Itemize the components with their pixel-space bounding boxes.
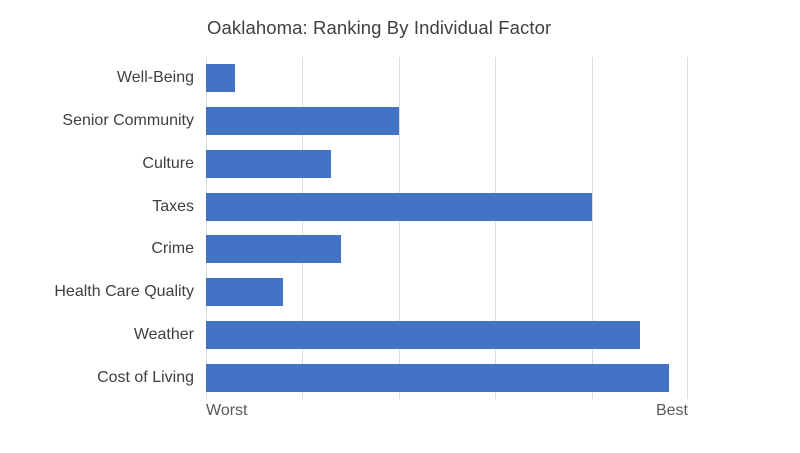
x-axis-labels: Worst Best <box>206 402 688 420</box>
bar-senior-community <box>206 107 399 136</box>
bar-row <box>206 314 688 357</box>
bars-container <box>206 57 688 399</box>
bar-crime <box>206 235 341 264</box>
bar-culture <box>206 149 332 178</box>
gridline <box>302 57 304 399</box>
gridline <box>495 57 497 399</box>
category-label: Weather <box>133 325 194 343</box>
bar-well-being <box>206 64 235 93</box>
gridline <box>398 57 400 399</box>
bar-cost-of-living <box>206 363 669 392</box>
category-label: Taxes <box>152 197 194 215</box>
x-axis-label-worst: Worst <box>206 402 248 419</box>
bar-row <box>206 143 688 186</box>
bar-taxes <box>206 192 592 221</box>
bar-row <box>206 185 688 228</box>
category-label: Health Care Quality <box>54 283 194 301</box>
category-label: Senior Community <box>62 112 194 130</box>
category-axis-labels: Well-Being Senior Community Culture Taxes Cr… <box>0 57 194 399</box>
bar-row <box>206 356 688 399</box>
x-axis-label-best: Best <box>655 402 688 419</box>
chart-title: Oaklahoma: Ranking By Individual Factor <box>207 17 552 38</box>
gridline <box>206 57 207 399</box>
bar-row <box>206 228 688 271</box>
plot-area <box>206 57 688 399</box>
category-label: Cost of Living <box>97 368 194 386</box>
category-label: Culture <box>142 154 194 172</box>
bar-health-care-quality <box>206 278 284 307</box>
gridline <box>591 57 593 399</box>
bar-row <box>206 57 688 100</box>
category-label: Crime <box>151 240 194 258</box>
bar-weather <box>206 320 640 349</box>
gridline <box>687 57 688 399</box>
bar-row <box>206 100 688 143</box>
category-label: Well-Being <box>116 69 194 87</box>
bar-row <box>206 271 688 314</box>
